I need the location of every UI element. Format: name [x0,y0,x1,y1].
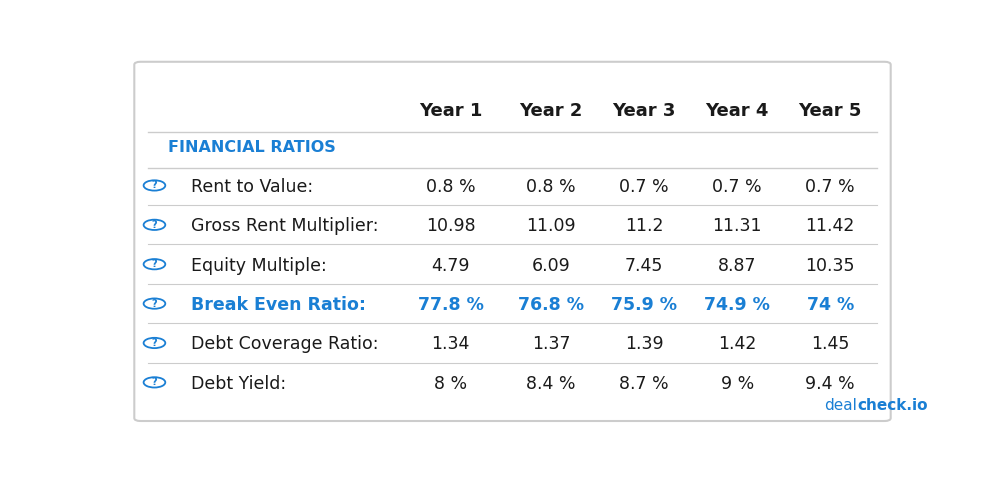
Text: 0.8 %: 0.8 % [526,178,576,196]
Text: 11.31: 11.31 [712,217,762,235]
Text: 76.8 %: 76.8 % [518,296,584,314]
Text: 11.2: 11.2 [625,217,664,235]
Text: Debt Coverage Ratio:: Debt Coverage Ratio: [191,336,378,353]
Text: Year 5: Year 5 [799,102,862,120]
Text: 11.09: 11.09 [526,217,576,235]
Text: 4.79: 4.79 [431,257,470,275]
Text: 8 %: 8 % [434,375,467,393]
Text: ?: ? [152,338,157,348]
Text: Gross Rent Multiplier:: Gross Rent Multiplier: [191,217,378,235]
Text: Equity Multiple:: Equity Multiple: [191,257,327,275]
Text: 10.35: 10.35 [806,257,855,275]
Text: 11.42: 11.42 [806,217,855,235]
Text: 8.87: 8.87 [718,257,757,275]
Text: 1.37: 1.37 [532,336,570,353]
Text: 1.45: 1.45 [811,336,849,353]
Text: Rent to Value:: Rent to Value: [191,178,313,196]
Text: check.io: check.io [857,398,928,413]
Text: Break Even Ratio:: Break Even Ratio: [191,296,366,314]
Text: 9 %: 9 % [721,375,754,393]
Text: ?: ? [152,220,157,230]
Text: 10.98: 10.98 [426,217,475,235]
Text: 0.7 %: 0.7 % [712,178,762,196]
FancyBboxPatch shape [134,62,891,421]
Text: 77.8 %: 77.8 % [418,296,483,314]
Text: 7.45: 7.45 [625,257,663,275]
Text: Debt Yield:: Debt Yield: [191,375,286,393]
Text: deal: deal [824,398,857,413]
Text: Year 3: Year 3 [613,102,676,120]
Text: 1.42: 1.42 [718,336,756,353]
Text: Year 4: Year 4 [706,102,769,120]
Text: 6.09: 6.09 [532,257,571,275]
Text: 1.34: 1.34 [431,336,470,353]
Text: 75.9 %: 75.9 % [611,296,677,314]
Text: 9.4 %: 9.4 % [805,375,855,393]
Text: 1.39: 1.39 [625,336,664,353]
Text: FINANCIAL RATIOS: FINANCIAL RATIOS [168,140,335,155]
Text: 0.8 %: 0.8 % [426,178,475,196]
Text: Year 2: Year 2 [520,102,583,120]
Text: 8.4 %: 8.4 % [526,375,576,393]
Text: ?: ? [152,180,157,190]
Text: 8.7 %: 8.7 % [619,375,669,393]
Text: 74.9 %: 74.9 % [704,296,770,314]
Text: Year 1: Year 1 [419,102,482,120]
Text: ?: ? [152,259,157,269]
Text: 74 %: 74 % [807,296,854,314]
Text: 0.7 %: 0.7 % [619,178,669,196]
Text: ?: ? [152,377,157,387]
Text: 0.7 %: 0.7 % [805,178,855,196]
Text: ?: ? [152,299,157,309]
